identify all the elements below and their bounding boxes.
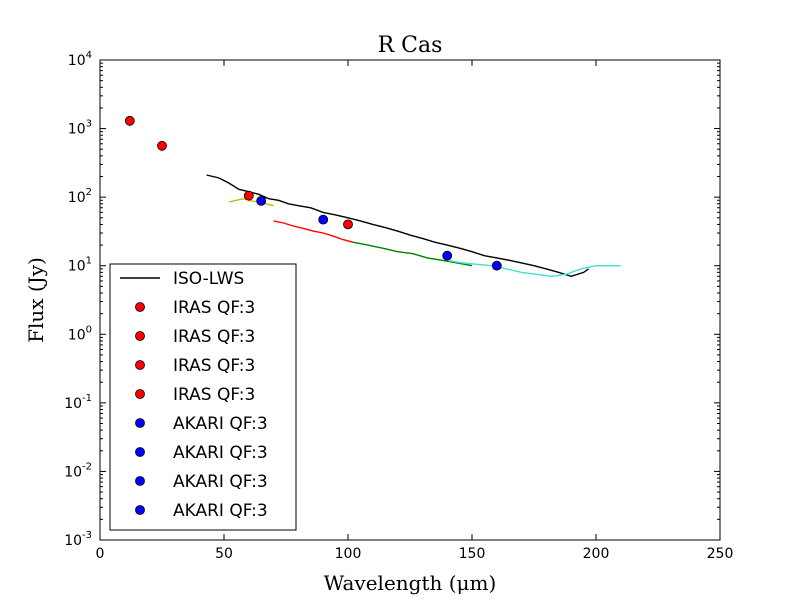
legend-label: AKARI QF:3 bbox=[173, 443, 268, 463]
legend: ISO-LWS IRAS QF:3 IRAS QF:3 IRAS QF:3 IRAS Q… bbox=[109, 263, 297, 531]
legend-label: IRAS QF:3 bbox=[173, 385, 255, 405]
y-tick-label-0: 100 bbox=[68, 324, 92, 343]
chart-title: R Cas bbox=[378, 33, 443, 58]
plot-layer bbox=[124, 115, 621, 278]
legend-label: AKARI QF:3 bbox=[173, 414, 268, 434]
y-tick-label-4: 104 bbox=[68, 50, 92, 69]
y-tick-label--3: 10-3 bbox=[64, 530, 92, 549]
x-axis-label: Wavelength (μm) bbox=[324, 571, 497, 595]
series-line-segment-cyan bbox=[447, 259, 621, 278]
legend-marker-swatch bbox=[135, 447, 145, 457]
series-line-segment-green bbox=[352, 241, 473, 267]
x-tick-label-50: 50 bbox=[215, 546, 233, 562]
data-point-akari-90 bbox=[318, 214, 329, 225]
y-tick-label-2: 102 bbox=[68, 187, 92, 206]
legend-marker-swatch bbox=[135, 476, 145, 486]
y-tick-label-3: 103 bbox=[68, 119, 92, 138]
series-line-segment-red bbox=[273, 220, 354, 243]
x-tick-label-100: 100 bbox=[335, 546, 362, 562]
data-point-iras-60 bbox=[243, 190, 254, 201]
legend-label: AKARI QF:3 bbox=[173, 501, 268, 521]
x-tick-label-150: 150 bbox=[459, 546, 486, 562]
data-point-akari-140 bbox=[442, 250, 453, 261]
legend-label: AKARI QF:3 bbox=[173, 472, 268, 492]
legend-marker-swatch bbox=[135, 302, 145, 312]
y-tick-label--2: 10-2 bbox=[64, 461, 92, 480]
legend-label: IRAS QF:3 bbox=[173, 298, 255, 318]
x-tick-label-200: 200 bbox=[583, 546, 610, 562]
plot-frame bbox=[99, 59, 721, 541]
legend-marker-swatch bbox=[135, 418, 145, 428]
data-point-akari-65 bbox=[256, 195, 267, 206]
legend-marker-swatch bbox=[135, 505, 145, 515]
ticks-layer: 0 50 100 150 200 250 10-3 10-2 10-1 100 101 102 103 1… bbox=[64, 50, 733, 562]
y-tick-label-1: 101 bbox=[68, 256, 92, 275]
y-tick-label--1: 10-1 bbox=[64, 393, 92, 412]
data-point-akari-160 bbox=[491, 260, 502, 271]
data-point-iras-25 bbox=[157, 140, 167, 151]
x-tick-label-250: 250 bbox=[707, 546, 734, 562]
legend-marker-swatch bbox=[135, 389, 145, 399]
x-tick-label-0: 0 bbox=[96, 546, 105, 562]
legend-label: ISO-LWS bbox=[173, 269, 244, 289]
legend-marker-swatch bbox=[135, 331, 145, 341]
data-point-iras-12 bbox=[124, 115, 135, 126]
legend-label: IRAS QF:3 bbox=[173, 356, 255, 376]
data-point-iras-100 bbox=[343, 219, 353, 230]
legend-label: IRAS QF:3 bbox=[173, 327, 255, 347]
legend-marker-swatch bbox=[135, 360, 145, 370]
series-line-segment-yellow bbox=[228, 197, 274, 207]
series-line-iso-lws bbox=[206, 174, 590, 278]
y-axis-label: Flux (Jy) bbox=[24, 257, 48, 343]
